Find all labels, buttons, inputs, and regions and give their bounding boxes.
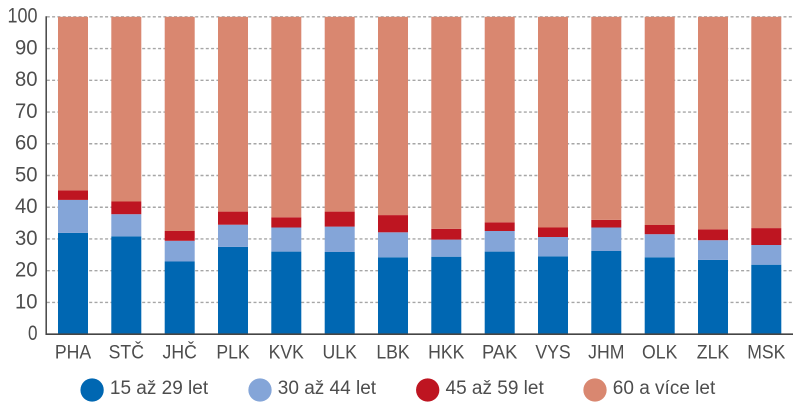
- svg-text:45 až 59 let: 45 až 59 let: [446, 378, 545, 399]
- svg-text:40: 40: [15, 195, 38, 218]
- svg-text:30: 30: [15, 227, 38, 250]
- svg-text:80: 80: [15, 68, 38, 91]
- svg-text:30 až 44 let: 30 až 44 let: [278, 378, 377, 399]
- svg-text:OLK: OLK: [642, 342, 677, 364]
- svg-text:20: 20: [15, 259, 38, 282]
- svg-text:PAK: PAK: [482, 342, 517, 364]
- svg-text:10: 10: [15, 290, 38, 313]
- svg-text:LBK: LBK: [376, 342, 409, 364]
- svg-text:50: 50: [15, 163, 38, 186]
- svg-text:PHA: PHA: [55, 342, 92, 364]
- svg-text:15 až 29 let: 15 až 29 let: [110, 378, 209, 399]
- svg-text:ZLK: ZLK: [697, 342, 729, 364]
- svg-text:PLK: PLK: [216, 342, 249, 364]
- svg-text:100: 100: [8, 5, 38, 28]
- svg-text:HKK: HKK: [428, 342, 464, 364]
- svg-text:0: 0: [28, 322, 38, 345]
- svg-text:JHM: JHM: [588, 342, 624, 364]
- svg-text:STČ: STČ: [109, 341, 144, 364]
- svg-text:70: 70: [15, 100, 38, 123]
- svg-text:60 a více let: 60 a více let: [613, 378, 716, 399]
- svg-text:JHČ: JHČ: [163, 341, 197, 364]
- svg-text:KVK: KVK: [269, 342, 304, 364]
- svg-text:VYS: VYS: [535, 342, 570, 364]
- svg-text:MSK: MSK: [747, 342, 785, 364]
- svg-text:90: 90: [15, 36, 38, 59]
- svg-text:60: 60: [15, 132, 38, 155]
- svg-text:ULK: ULK: [323, 342, 357, 364]
